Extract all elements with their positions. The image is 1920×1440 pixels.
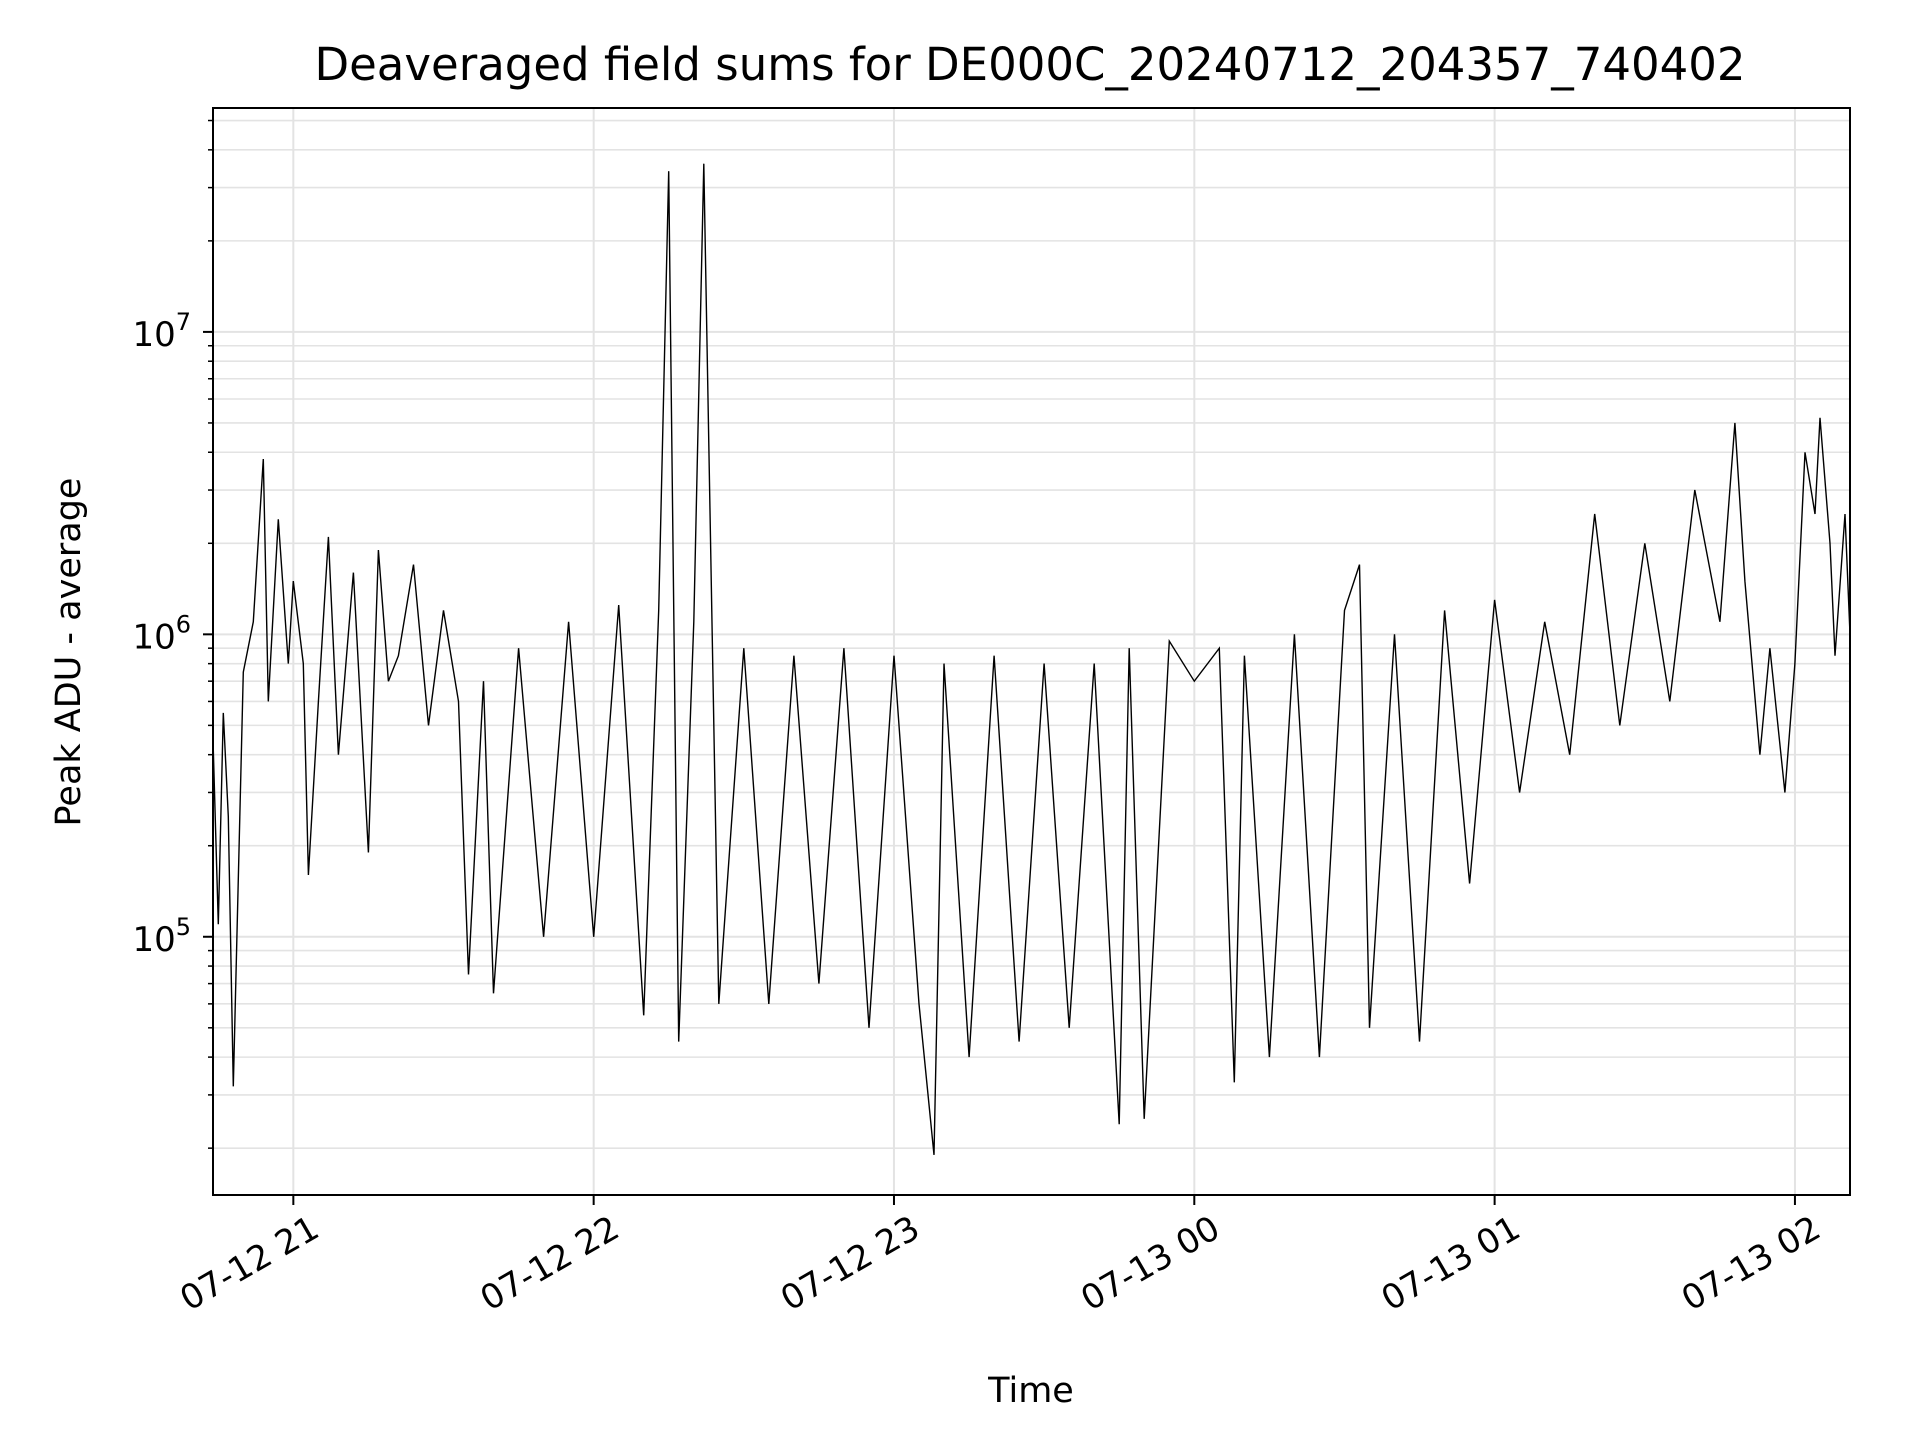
y-tick-label: 106 [132, 610, 191, 657]
y-axis-label: Peak ADU - average [49, 478, 89, 827]
chart-title: Deaveraged field sums for DE000C_2024071… [314, 38, 1745, 91]
y-tick-label: 107 [132, 308, 191, 355]
plot-area-background [213, 108, 1850, 1195]
plot-frame [212, 107, 1851, 1196]
series-line [212, 163, 1851, 1155]
y-tick-label: 105 [132, 913, 191, 960]
x-axis-label: Time [987, 1371, 1074, 1411]
series-group [212, 163, 1851, 1155]
y-axis: 105 106 107 [132, 119, 213, 1149]
